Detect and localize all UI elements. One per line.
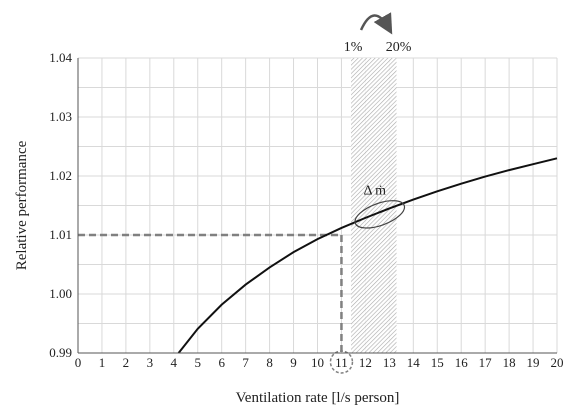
annotation-label: Δ ṁ — [363, 183, 386, 198]
x-tick-label: 11 — [335, 355, 348, 370]
reference-tick-circle — [329, 350, 354, 374]
y-axis-title: Relative performance — [14, 140, 30, 270]
x-tick-label: 17 — [479, 355, 493, 370]
y-tick-label: 1.01 — [49, 227, 72, 242]
x-tick-label: 13 — [383, 355, 396, 370]
band-arrow — [359, 12, 393, 35]
axes — [77, 58, 557, 354]
x-tick-label: 19 — [527, 355, 540, 370]
x-tick-label: 1 — [99, 355, 106, 370]
x-tick-label: 2 — [123, 355, 130, 370]
x-tick-label: 4 — [171, 355, 178, 370]
y-tick-label: 1.03 — [49, 109, 72, 124]
x-tick-label: 0 — [75, 355, 82, 370]
x-tick-label: 20 — [551, 355, 564, 370]
x-tick-label: 10 — [311, 355, 324, 370]
series-layer: Δ ṁ — [177, 157, 558, 354]
x-tick-label: 16 — [455, 355, 469, 370]
y-tick-label: 1.02 — [49, 168, 72, 183]
x-tick-label: 12 — [359, 355, 372, 370]
x-tick-label: 14 — [407, 355, 421, 370]
x-tick-label: 8 — [266, 355, 273, 370]
y-tick-label: 1.04 — [49, 50, 72, 65]
x-tick-label: 6 — [218, 355, 225, 370]
x-tick-label: 5 — [195, 355, 202, 370]
x-tick-label: 3 — [147, 355, 154, 370]
x-axis-title: Ventilation rate [l/s person] — [236, 390, 400, 406]
labels: 0 1 2 3 4 5 6 7 8 9 10 11 12 13 14 15 16 17 18 19 200.991.00… — [14, 50, 564, 406]
x-tick-label: 15 — [431, 355, 444, 370]
x-tick-label: 7 — [242, 355, 249, 370]
y-tick-label: 0.99 — [49, 345, 72, 360]
x-tick-label: 18 — [503, 355, 516, 370]
series-line — [177, 157, 558, 354]
band-label-start: 1% — [344, 40, 363, 55]
annotation-ellipse — [354, 200, 406, 229]
band-label-end: 20% — [386, 40, 412, 55]
x-tick-label: 9 — [290, 355, 297, 370]
grid — [77, 57, 558, 354]
y-tick-label: 1.00 — [49, 286, 72, 301]
reference-lines — [78, 233, 354, 374]
